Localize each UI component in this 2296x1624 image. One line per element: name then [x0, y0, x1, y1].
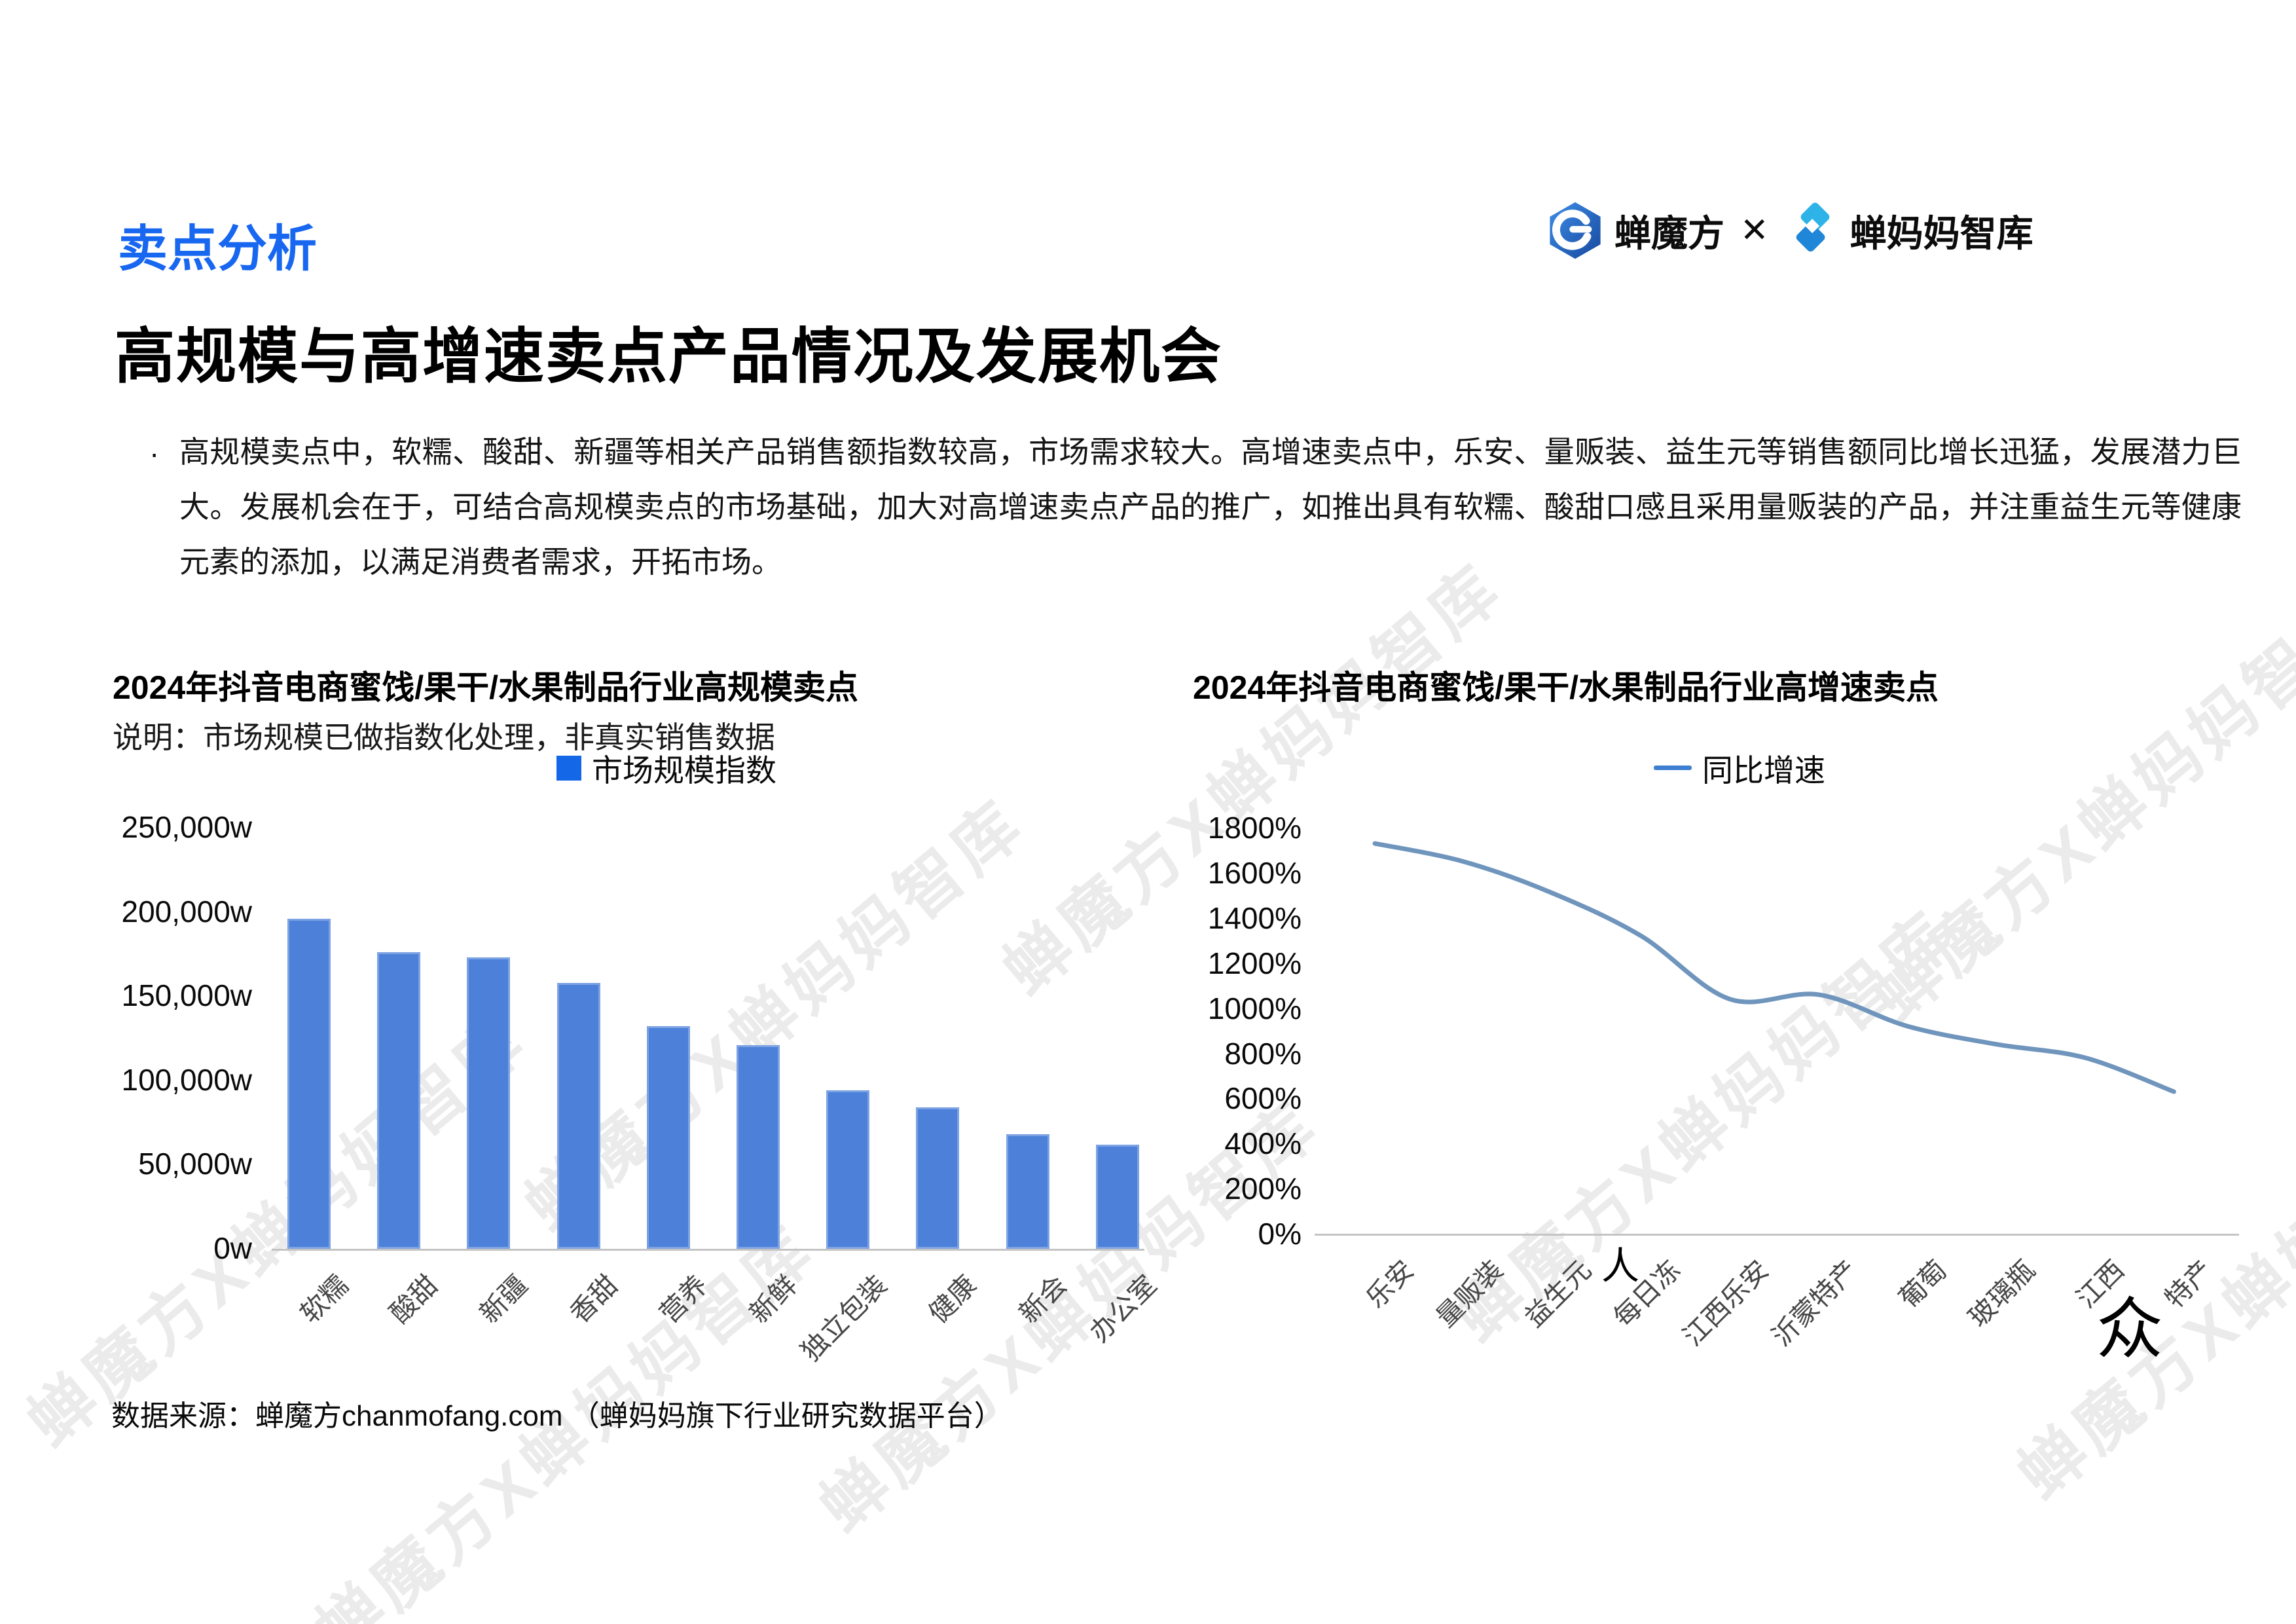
y-axis-tick-label: 800%	[1224, 1036, 1302, 1071]
y-axis-tick-label: 0%	[1258, 1217, 1302, 1251]
x-axis-label: 独立包装	[795, 1269, 893, 1367]
section-label: 卖点分析	[118, 221, 317, 277]
y-axis-tick-label: 600%	[1224, 1081, 1302, 1116]
x-axis-line	[1315, 1234, 2239, 1236]
summary-text: 高规模卖点中，软糯、酸甜、新疆等相关产品销售额指数较高，市场需求较大。高增速卖点…	[179, 435, 2242, 580]
x-axis-label: 新鲜	[743, 1269, 803, 1329]
logo-separator: ✕	[1740, 212, 1769, 249]
bar-新鲜	[737, 1045, 780, 1249]
scale-chart-title: 2024年抖音电商蜜饯/果干/水果制品行业高规模卖点	[113, 669, 859, 706]
x-axis-line	[272, 1249, 1144, 1251]
growth-chart-title: 2024年抖音电商蜜饯/果干/水果制品行业高增速卖点	[1193, 669, 1939, 706]
legend-label: 同比增速	[1702, 753, 1825, 788]
y-axis-tick-label: 250,000w	[121, 810, 253, 844]
y-axis-tick-label: 150,000w	[121, 978, 253, 1013]
y-axis-tick-label: 1000%	[1207, 991, 1302, 1025]
y-axis-tick-label: 1800%	[1207, 811, 1302, 845]
bar-营养	[646, 1026, 690, 1249]
bar-独立包装	[826, 1090, 870, 1249]
x-axis-label: 新疆	[474, 1269, 534, 1329]
bar-新会	[1006, 1134, 1049, 1249]
brand-logos: 蝉魔方 ✕ 蝉妈妈智库	[1545, 200, 2033, 261]
summary-paragraph: · 高规模卖点中，软糯、酸甜、新疆等相关产品销售额指数较高，市场需求较大。高增速…	[145, 424, 2242, 590]
growth-chart-legend: 同比增速	[1654, 745, 1825, 790]
scale-chart-note: 说明：市场规模已做指数化处理，非真实销售数据	[113, 720, 775, 754]
legend-color-swatch	[556, 755, 581, 781]
bar-办公室	[1095, 1145, 1139, 1249]
y-axis-tick-label: 1400%	[1207, 900, 1302, 935]
line-path	[1372, 841, 2176, 1094]
bar-健康	[916, 1107, 960, 1249]
scale-chart-legend: 市场规模指数	[556, 745, 776, 790]
legend-label: 市场规模指数	[592, 753, 776, 788]
growth-line-series	[1372, 841, 2176, 1094]
artifact-glyph-zhong: 众	[2096, 1293, 2163, 1367]
y-axis-tick-label: 200,000w	[121, 894, 253, 929]
y-axis-tick-label: 1200%	[1207, 946, 1302, 980]
chanmama-logo-icon	[1796, 202, 1829, 252]
x-axis-label: 酸甜	[384, 1269, 444, 1329]
page-title: 高规模与高增速卖点产品情况及发展机会	[115, 323, 1223, 390]
scale-bar-chart: 2024年抖音电商蜜饯/果干/水果制品行业高规模卖点 说明：市场规模已做指数化处…	[111, 661, 1211, 1454]
bullet-marker: ·	[149, 436, 160, 470]
bar-软糯	[287, 919, 331, 1249]
x-axis-label: 软糯	[294, 1269, 354, 1329]
x-axis-label: 营养	[653, 1269, 714, 1329]
artifact-glyph-ren: 人	[1601, 1245, 1640, 1287]
x-axis-label: 新会	[1013, 1269, 1072, 1329]
bar-新疆	[467, 957, 511, 1249]
y-axis-tick-label: 200%	[1224, 1172, 1302, 1206]
x-axis-label: 办公室	[1084, 1269, 1163, 1348]
line-plot-area: 1800% 1600% 1400% 1200% 1000% 800% 600% 400% 200…	[1192, 661, 2291, 1454]
legend-line-swatch	[1654, 766, 1692, 770]
chanmama-logo-text: 蝉妈妈智库	[1850, 212, 2033, 254]
bar-酸甜	[377, 952, 421, 1249]
y-axis-tick-label: 0w	[213, 1231, 252, 1265]
x-axis-label: 香甜	[564, 1269, 623, 1329]
chanmofang-logo-icon	[1550, 202, 1601, 259]
y-axis-tick-label: 400%	[1224, 1126, 1302, 1161]
bar-香甜	[556, 983, 600, 1249]
y-axis-tick-label: 50,000w	[138, 1147, 252, 1181]
data-source-note: 数据来源：蝉魔方chanmofang.com （蝉妈妈旗下行业研究数据平台）	[111, 1400, 1003, 1432]
bar-plot-area: 250,000w 200,000w 150,000w 100,000w 50,000w 0…	[111, 661, 1211, 1454]
growth-line-chart: 2024年抖音电商蜜饯/果干/水果制品行业高增速卖点 同比增速 1800% 160…	[1192, 661, 2291, 1454]
y-axis-tick-label: 100,000w	[121, 1062, 253, 1097]
y-axis-tick-label: 1600%	[1207, 855, 1302, 890]
chanmofang-logo-text: 蝉魔方	[1614, 212, 1724, 254]
x-axis-label: 健康	[923, 1269, 983, 1329]
